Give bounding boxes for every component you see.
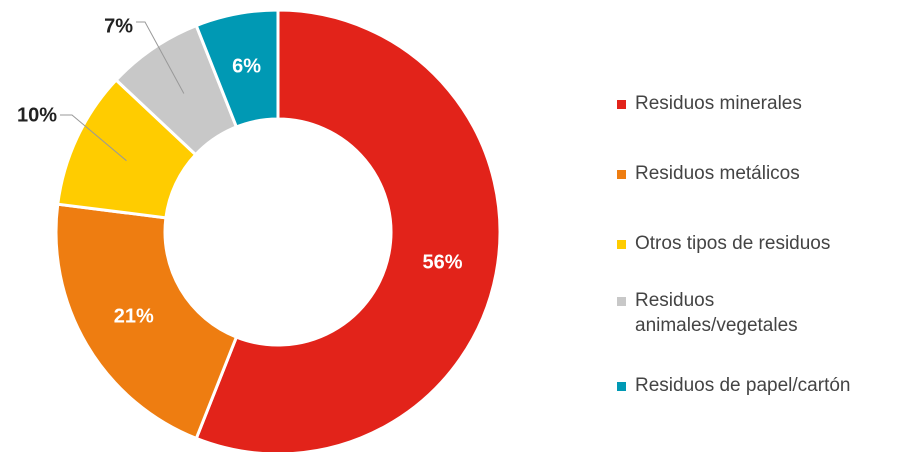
data-label: 56% (423, 252, 463, 274)
legend-item: Residuos metálicos (617, 161, 800, 186)
data-label: 21% (114, 306, 154, 328)
legend-label: Residuos metálicos (635, 163, 800, 184)
legend-swatch (617, 297, 626, 306)
legend-swatch (617, 170, 626, 179)
slice (54, 202, 239, 441)
legend-label: Residuos de papel/cartón (635, 375, 851, 396)
leader-line (136, 21, 185, 94)
legend-item: Residuos animales/vegetales (617, 288, 865, 338)
legend-swatch (617, 382, 626, 391)
data-label: 10% (17, 104, 57, 126)
legend-item: Residuos de papel/cartón (617, 373, 850, 398)
legend-item: Otros tipos de residuos (617, 231, 830, 256)
slice (194, 8, 280, 129)
legend-label: Otros tipos de residuos (635, 233, 831, 254)
data-label: 7% (104, 15, 133, 37)
legend-item: Residuos minerales (617, 91, 802, 116)
legend-label: Residuos animales/vegetales (635, 290, 798, 336)
legend-swatch (617, 240, 626, 249)
legend-label: Residuos minerales (635, 93, 802, 114)
leader-line (60, 114, 127, 162)
data-label: 6% (232, 56, 261, 78)
slice (194, 8, 502, 452)
legend-swatch (617, 100, 626, 109)
